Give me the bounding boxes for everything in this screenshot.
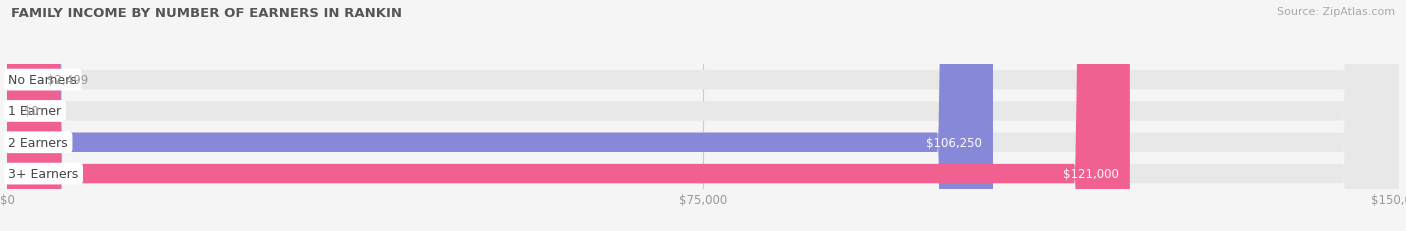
FancyBboxPatch shape	[7, 0, 1399, 231]
Text: No Earners: No Earners	[8, 74, 77, 87]
Text: FAMILY INCOME BY NUMBER OF EARNERS IN RANKIN: FAMILY INCOME BY NUMBER OF EARNERS IN RA…	[11, 7, 402, 20]
FancyBboxPatch shape	[7, 0, 1130, 231]
FancyBboxPatch shape	[7, 0, 1399, 231]
FancyBboxPatch shape	[0, 0, 63, 231]
FancyBboxPatch shape	[7, 0, 993, 231]
Text: $2,499: $2,499	[46, 74, 89, 87]
Text: 2 Earners: 2 Earners	[8, 136, 67, 149]
Text: $106,250: $106,250	[927, 136, 981, 149]
FancyBboxPatch shape	[7, 0, 1399, 231]
Text: $0: $0	[24, 105, 38, 118]
Text: 3+ Earners: 3+ Earners	[8, 167, 79, 180]
FancyBboxPatch shape	[7, 0, 1399, 231]
Text: 1 Earner: 1 Earner	[8, 105, 62, 118]
Text: Source: ZipAtlas.com: Source: ZipAtlas.com	[1277, 7, 1395, 17]
Text: $121,000: $121,000	[1063, 167, 1119, 180]
